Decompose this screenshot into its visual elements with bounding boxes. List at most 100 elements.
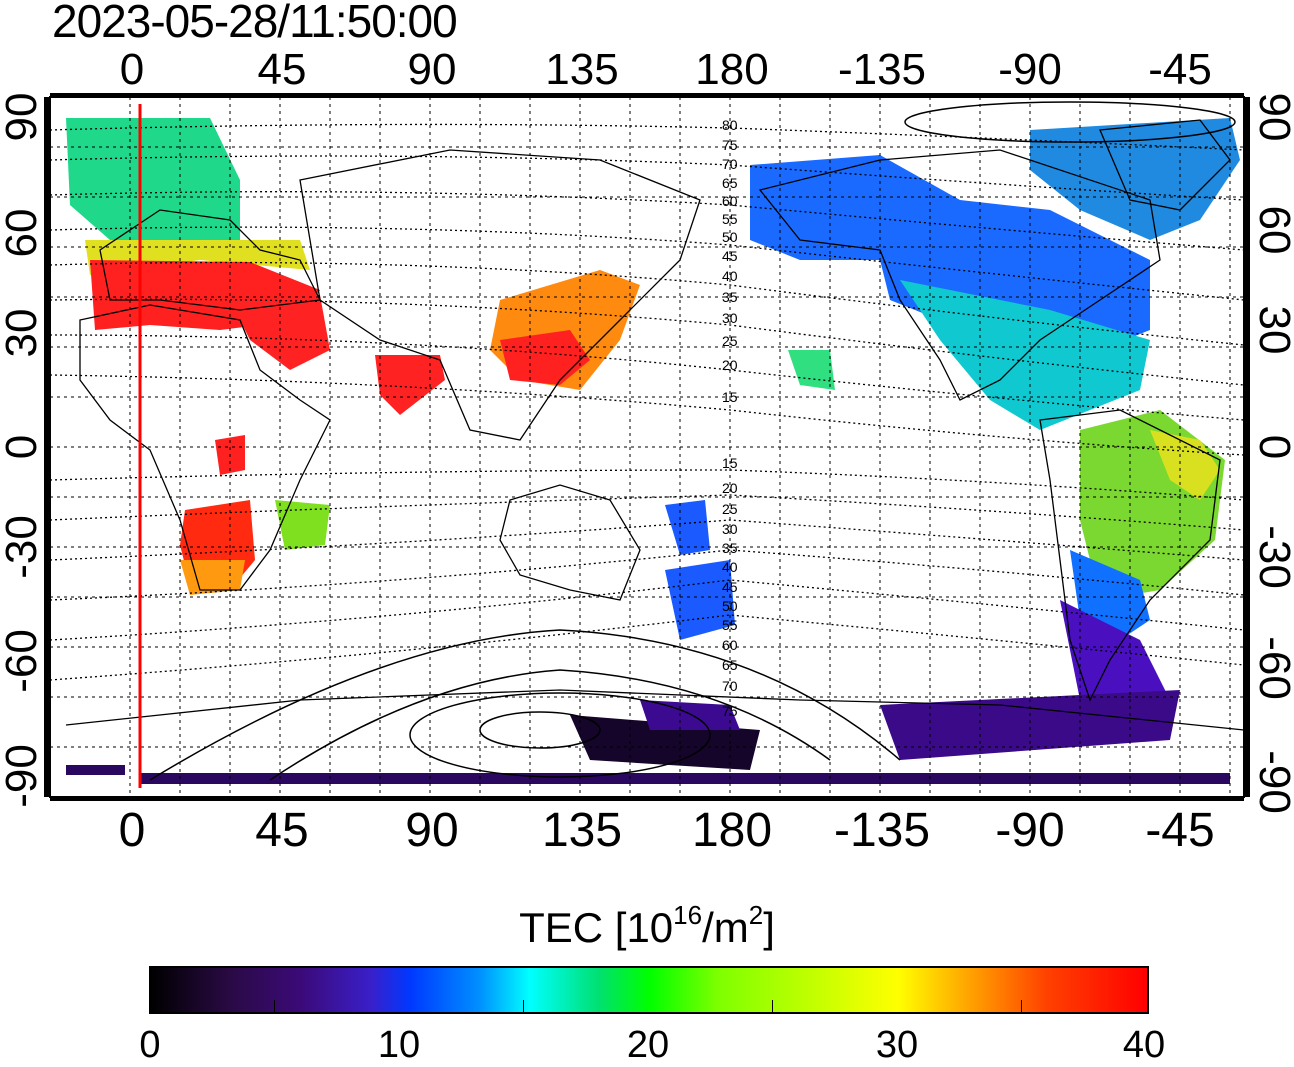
tec-patches	[66, 118, 1240, 784]
lat-tick-right: -60	[1250, 636, 1294, 700]
contour-label: 30	[722, 310, 738, 326]
tec-patch-sa-purple	[1060, 600, 1170, 720]
lon-tick-bottom: -90	[995, 804, 1064, 857]
tec-patch-sa-yellow	[1150, 430, 1220, 500]
lon-tick-top: -90	[998, 45, 1062, 94]
lat-tick-left: -30	[0, 515, 46, 579]
contour-label: 20	[722, 357, 738, 373]
tec-patch-mideast-red	[230, 295, 330, 370]
coast-north-america	[758, 149, 1161, 401]
lon-tick-bottom: 0	[119, 804, 146, 857]
lon-tick-top: -45	[1148, 45, 1212, 94]
lon-labels-bottom: 0 45 90 135 180 -135 -90 -45	[119, 804, 1215, 857]
contour-labels-south: 15 20 25 30 35 40 45 50 55 60 65 70 75	[722, 455, 738, 719]
coast-antarctica	[65, 689, 1245, 731]
tec-patch-nz-blue	[665, 560, 735, 640]
lon-tick-top: 180	[695, 45, 768, 94]
contour-label: 80	[722, 117, 738, 133]
contour-label: 30	[722, 521, 738, 537]
contour-label: 50	[722, 598, 738, 614]
tec-patch-antarctic-purple	[640, 700, 740, 730]
contour-label: 60	[722, 637, 738, 653]
colorbar-tick: 0	[139, 1024, 161, 1066]
contour-label: 75	[722, 703, 738, 719]
tec-patch-antarctic-strip	[140, 773, 1230, 784]
lat-tick-right: 60	[1250, 206, 1294, 255]
colorbar-title-main: TEC [10	[519, 904, 674, 951]
colorbar-title-exp: 16	[673, 900, 703, 930]
lat-tick-right: -90	[1250, 750, 1294, 814]
tec-patch-pacific-blue	[665, 500, 710, 555]
lon-tick-top: 0	[120, 45, 144, 94]
lon-labels-top: 0 45 90 135 180 -135 -90 -45	[120, 45, 1212, 94]
tec-patch-europe-green	[66, 118, 240, 250]
gridlines	[50, 97, 1244, 797]
tec-patch-west-purple	[66, 765, 125, 775]
lat-tick-left: 60	[0, 209, 46, 258]
colorbar-minor-tick	[772, 1000, 773, 1012]
colorbar-tick: 40	[1122, 1024, 1166, 1066]
contour-label: 15	[722, 455, 738, 471]
contour-label: 25	[722, 333, 738, 349]
lon-tick-top: 45	[258, 45, 307, 94]
contour-label: 45	[722, 579, 738, 595]
coast-south-america	[1039, 409, 1221, 702]
lat-tick-right: -30	[1250, 525, 1294, 589]
colorbar	[149, 966, 1149, 1014]
contour-label: 75	[722, 137, 738, 153]
colorbar-tick: 20	[626, 1024, 670, 1066]
contour-label: 45	[722, 248, 738, 264]
tec-patch-antarctic-east	[880, 690, 1180, 760]
contour-label: 70	[722, 678, 738, 694]
contour-label: 35	[722, 540, 738, 556]
colorbar-title: TEC [1016/m2]	[0, 900, 1294, 952]
lat-tick-left: 30	[0, 309, 46, 358]
lon-tick-bottom: 45	[255, 804, 308, 857]
lon-tick-top: -135	[838, 45, 926, 94]
colorbar-title-mid: /m	[702, 904, 749, 951]
lon-tick-bottom: -45	[1145, 804, 1214, 857]
colorbar-minor-tick	[523, 1000, 524, 1012]
lat-tick-left: 0	[0, 435, 46, 459]
frame-bar-top	[50, 93, 1244, 97]
colorbar-tick: 30	[875, 1024, 919, 1066]
colorbar-minor-tick	[274, 1000, 275, 1012]
contour-label: 55	[722, 617, 738, 633]
contour-label: 70	[722, 156, 738, 172]
contour-label: 40	[722, 268, 738, 284]
tec-patch-asia-red	[500, 330, 590, 385]
lat-labels-right: 90 60 30 0 -30 -60 -90	[1250, 93, 1294, 814]
colorbar-title-end: ]	[763, 904, 775, 951]
contour-label: 50	[722, 229, 738, 245]
lat-tick-left: -90	[0, 744, 46, 808]
coast-asia	[299, 149, 701, 441]
contour-label: 35	[722, 289, 738, 305]
lon-tick-bottom: 180	[692, 804, 772, 857]
lat-tick-right: 0	[1250, 435, 1294, 459]
coast-australia	[499, 484, 641, 601]
magnetic-pole-contours	[149, 101, 1236, 781]
lat-labels-left: 90 60 30 0 -30 -60 -90	[0, 93, 46, 808]
contour-label: 60	[722, 193, 738, 209]
tec-patch-na-north-blue	[1030, 118, 1240, 240]
contour-label: 15	[722, 389, 738, 405]
frame-bar-left	[44, 97, 50, 797]
lat-tick-left: -60	[0, 629, 46, 693]
contour-label: 40	[722, 559, 738, 575]
tec-patch-india-red	[375, 355, 445, 415]
coast-greenland	[1099, 119, 1231, 211]
lat-tick-right: 90	[1250, 93, 1294, 142]
lon-tick-top: 135	[545, 45, 618, 94]
contour-labels-north: 80 75 70 65 60 55 50 45 40 35 30 25 20 1…	[722, 117, 738, 405]
colorbar-title-exp2: 2	[748, 900, 764, 930]
coast-europe	[99, 209, 321, 311]
tec-patch-na-blue	[750, 155, 1150, 360]
tec-patch-africa-east-green	[275, 500, 330, 550]
tec-patch-africa-south-orange	[180, 560, 245, 595]
coastlines	[65, 119, 1245, 731]
lon-tick-top: 90	[408, 45, 457, 94]
contour-label: 65	[722, 175, 738, 191]
tec-map: 80 75 70 65 60 55 50 45 40 35 30 25 20 1…	[0, 45, 1294, 857]
lat-tick-right: 30	[1250, 306, 1294, 355]
frame-bar-bottom	[50, 797, 1244, 801]
